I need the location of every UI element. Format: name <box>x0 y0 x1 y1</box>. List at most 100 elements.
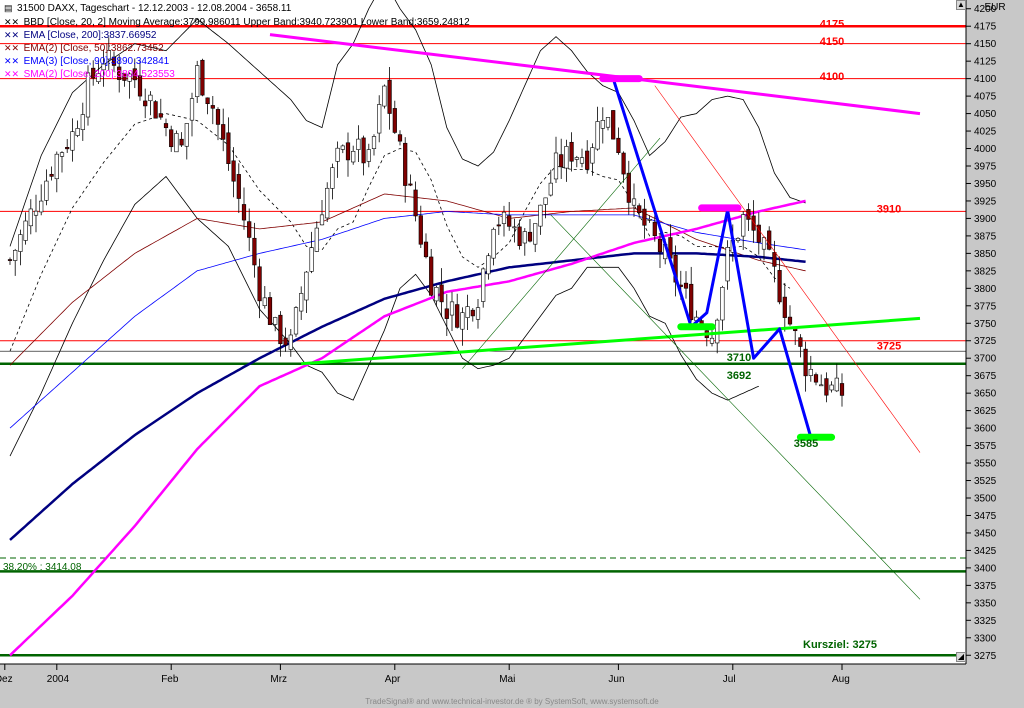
candle-body <box>434 287 439 302</box>
label-3710: 3710 <box>727 352 751 364</box>
label-fib: 38.20% : 3414.08 <box>3 562 82 573</box>
candle-body <box>205 97 210 105</box>
legend-bollinger: ✕✕ BBD [Close, 20, 2] Moving Average:379… <box>4 16 470 29</box>
y-tick-label: 3600 <box>974 424 997 435</box>
axes-layer: 3275 3300 3325 3350 3375 3400 3425 3450 3475 3500… <box>0 0 997 685</box>
y-tick-label: 4050 <box>974 109 997 120</box>
candle-body <box>746 209 751 220</box>
remove-indicator-icon[interactable]: ✕✕ <box>4 69 22 79</box>
candle-body <box>319 214 325 226</box>
candle-body <box>439 284 444 303</box>
candle-body <box>834 377 839 392</box>
remove-indicator-icon[interactable]: ✕✕ <box>4 56 22 66</box>
candle-body <box>798 337 803 347</box>
candle-body <box>741 214 746 237</box>
candle-body <box>761 237 767 250</box>
candle-body <box>819 384 824 387</box>
candle-body <box>423 241 429 258</box>
trendline-magenta-resistance <box>269 33 921 116</box>
candle-body <box>652 221 657 236</box>
y-tick-label: 3950 <box>974 179 997 190</box>
bollinger-lower-line <box>9 175 759 457</box>
label-3692: 3692 <box>727 370 751 382</box>
candle-body <box>231 160 236 182</box>
candle-body <box>720 287 725 321</box>
chart-title: ▤ 31500 DAXX, Tageschart - 12.12.2003 - … <box>4 2 291 15</box>
scroll-up-icon[interactable]: ▲ <box>956 0 966 10</box>
candle-body <box>538 204 543 227</box>
candle-body <box>475 307 481 320</box>
candle-body <box>117 66 122 80</box>
bollinger-mid-line <box>9 113 791 352</box>
y-tick-label: 3475 <box>974 511 997 522</box>
candle-body <box>486 255 491 275</box>
candle-body <box>829 384 834 391</box>
label-4100: 4100 <box>820 71 844 83</box>
x-tick-label: Apr <box>385 674 401 685</box>
candle-body <box>236 174 241 199</box>
candle-body <box>340 145 345 150</box>
label-4175: 4175 <box>820 18 844 30</box>
candle-body <box>247 221 252 238</box>
candle-body <box>96 73 101 82</box>
candle-body <box>106 50 111 60</box>
y-tick-label: 3625 <box>974 406 997 417</box>
candle-body <box>517 226 522 247</box>
candle-body <box>657 238 663 253</box>
remove-indicator-icon[interactable]: ✕✕ <box>4 17 22 27</box>
candle-body <box>611 110 616 140</box>
remove-indicator-icon[interactable]: ✕✕ <box>4 43 22 53</box>
y-tick-label: 3300 <box>974 633 997 644</box>
candle-body <box>195 65 200 97</box>
candle-body <box>533 223 538 245</box>
candle-body <box>444 308 449 319</box>
y-tick-label: 3675 <box>974 371 997 382</box>
x-tick-label: Aug <box>832 674 850 685</box>
candle-body <box>772 252 777 267</box>
trendline-green-channel <box>550 214 921 600</box>
chart-symbol-icon: ▤ <box>4 3 16 13</box>
remove-indicator-icon[interactable]: ✕✕ <box>4 30 22 40</box>
candle-body <box>574 157 579 160</box>
candle-body <box>70 131 75 151</box>
candle-body <box>148 94 153 102</box>
resize-grip-icon[interactable]: ◢ <box>956 652 966 662</box>
candle-body <box>787 316 793 325</box>
candle-body <box>189 98 195 121</box>
y-tick-label: 3425 <box>974 546 997 557</box>
candle-body <box>392 108 397 133</box>
candle-body <box>267 297 273 325</box>
candle-body <box>600 120 605 129</box>
candle-body <box>470 309 475 317</box>
candle-body <box>527 231 533 242</box>
y-tick-label: 3375 <box>974 581 997 592</box>
y-tick-label: 3650 <box>974 389 997 400</box>
candle-body <box>839 383 845 396</box>
candle-body <box>174 133 179 153</box>
x-tick-label: 2004 <box>47 674 70 685</box>
candle-body <box>585 150 590 170</box>
label-4150: 4150 <box>820 36 844 48</box>
candle-body <box>449 301 455 316</box>
trendline-red-channel <box>654 85 921 453</box>
candle-body <box>345 142 351 161</box>
candle-body <box>782 296 787 318</box>
candle-body <box>200 59 205 96</box>
forecast-path <box>611 78 813 438</box>
candle-body <box>590 147 595 164</box>
candle-body <box>39 200 44 213</box>
candle-body <box>288 334 293 350</box>
y-tick-label: 3775 <box>974 301 997 312</box>
y-tick-label: 4200 <box>974 4 997 15</box>
candle-body <box>33 210 39 216</box>
candle-body <box>418 215 423 245</box>
y-tick-label: 3575 <box>974 441 997 452</box>
candle-body <box>751 215 756 231</box>
candle-body <box>579 157 585 164</box>
candle-body <box>91 67 96 79</box>
candle-body <box>49 173 54 177</box>
candle-body <box>522 231 527 244</box>
candle-body <box>377 104 382 134</box>
label-3725: 3725 <box>877 341 901 353</box>
